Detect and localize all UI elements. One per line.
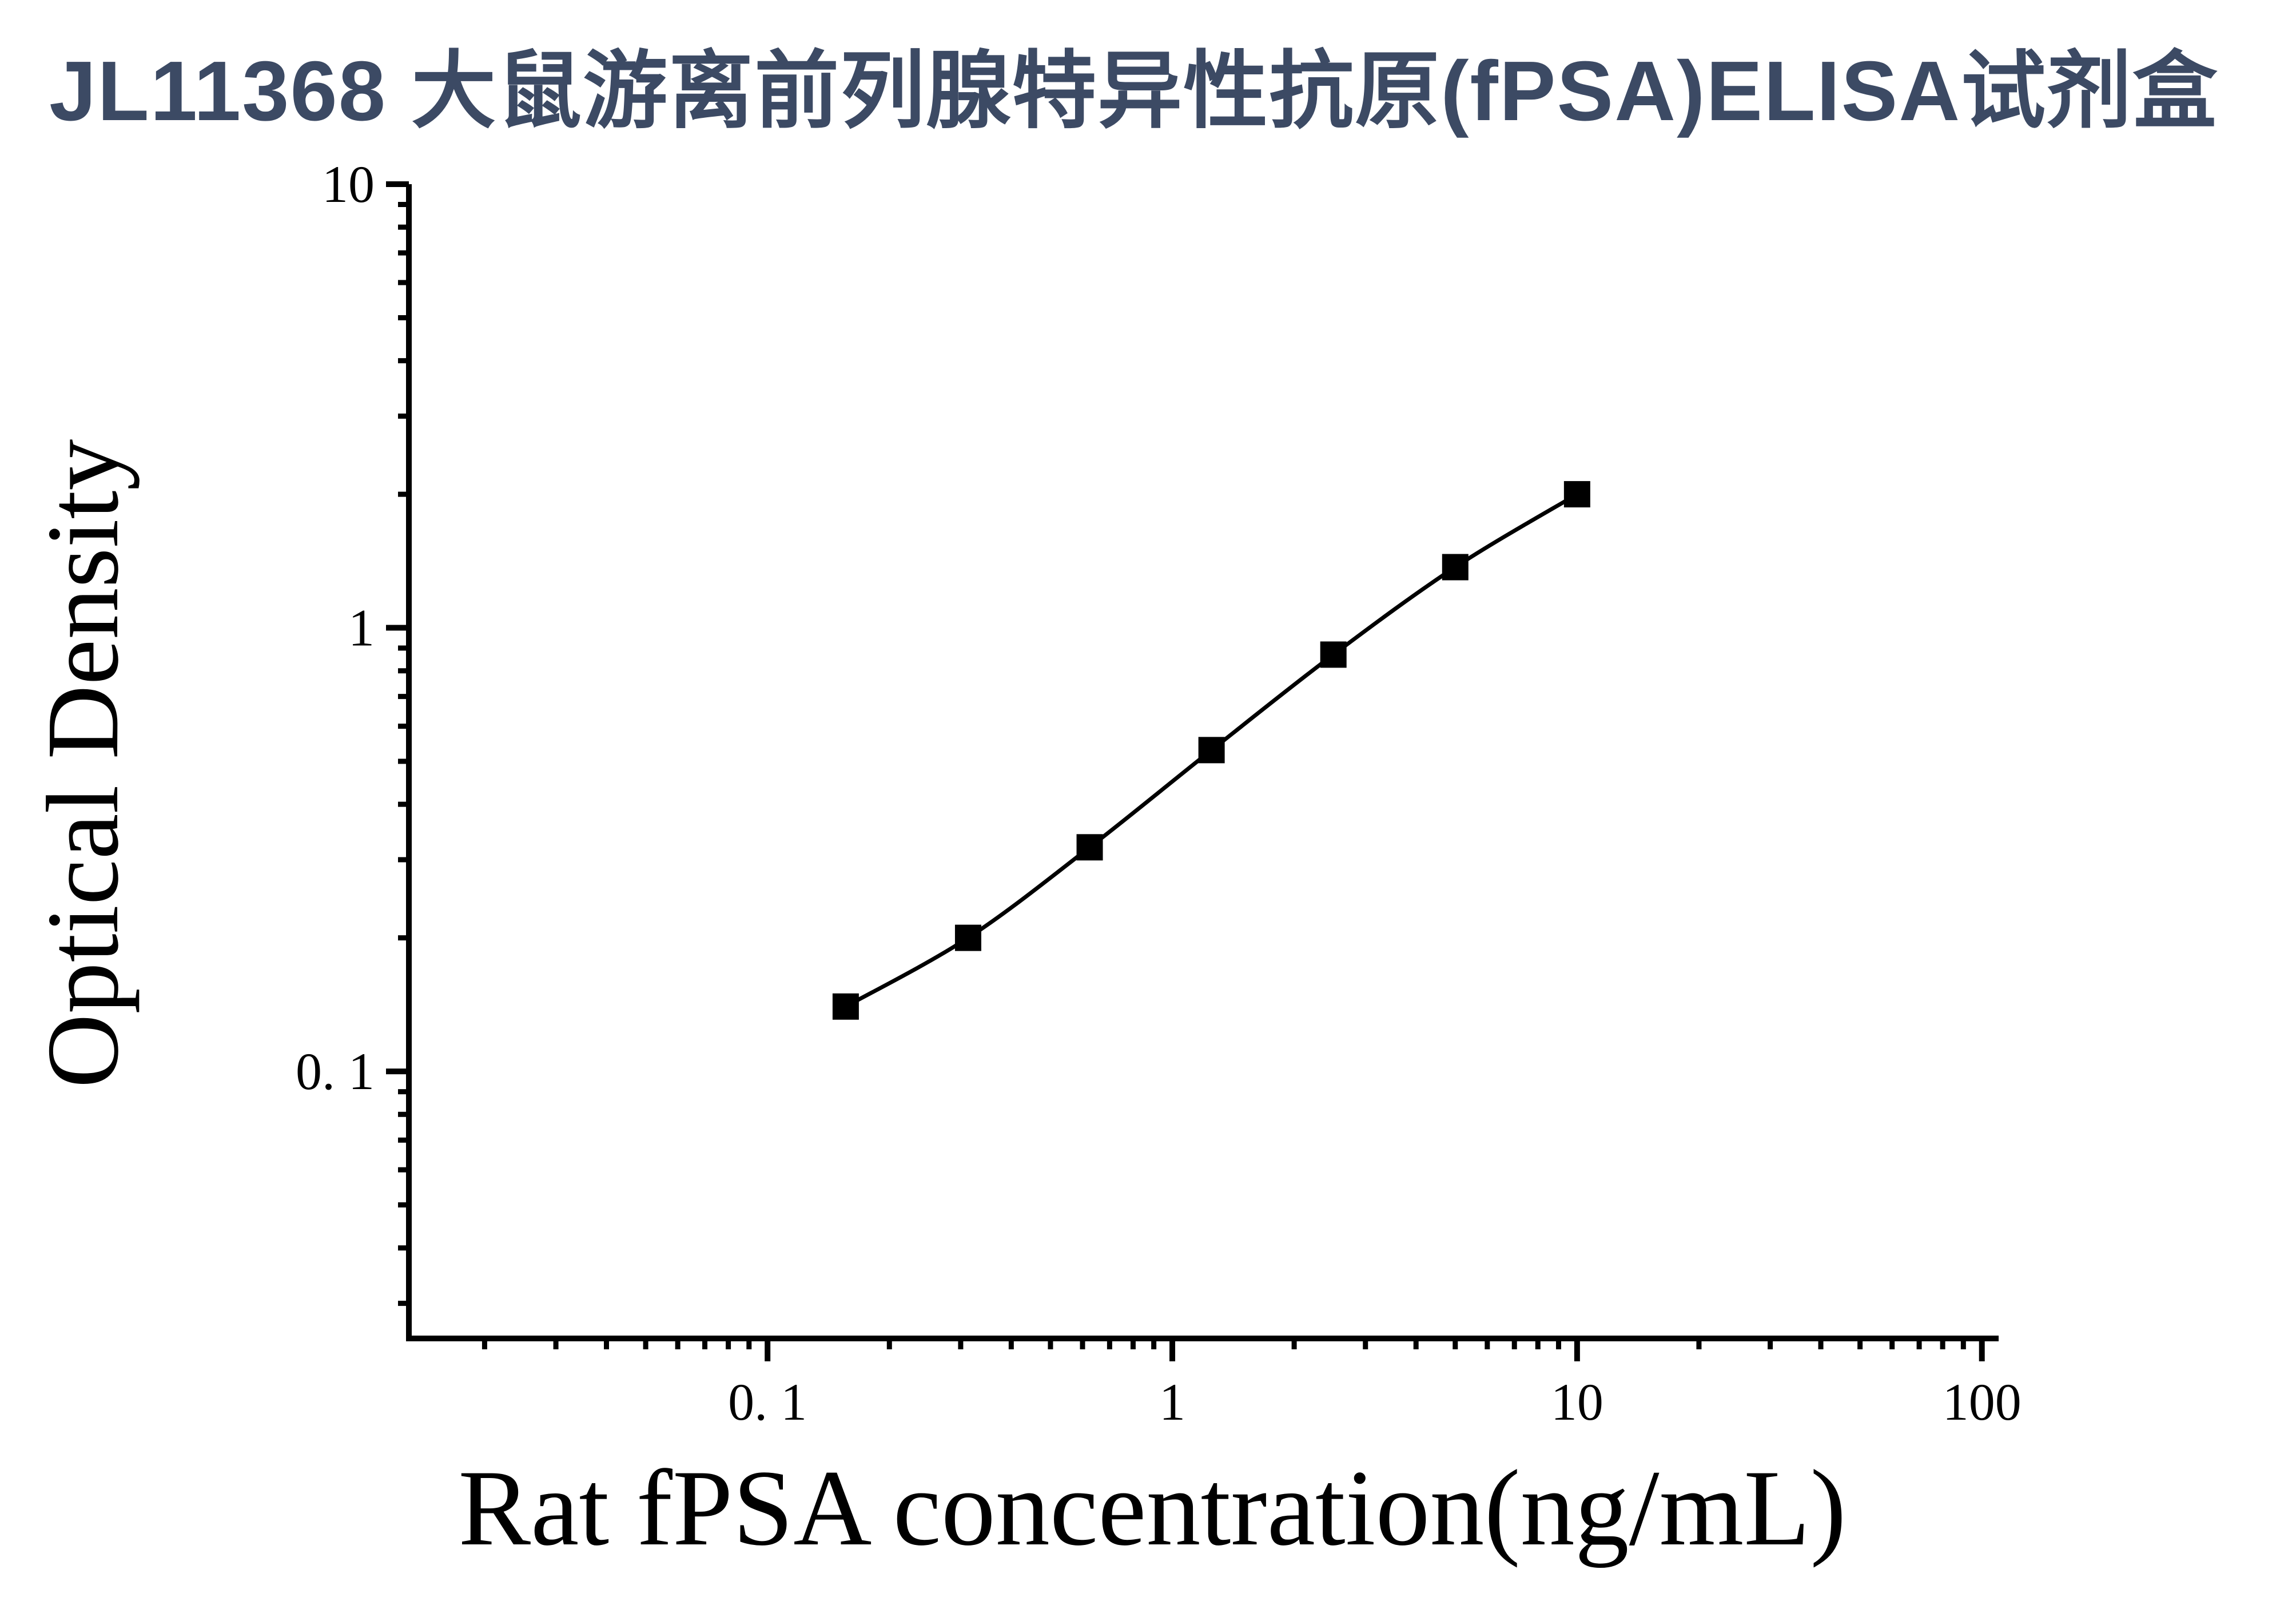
y-axis-title: Optical Density — [26, 439, 140, 1088]
x-axis-title: Rat fPSA concentration(ng/mL) — [458, 1448, 1846, 1568]
data-point-marker — [954, 924, 981, 951]
data-point-marker — [1442, 554, 1469, 581]
y-axis-tick-label: 10 — [322, 155, 375, 213]
x-axis-tick-label: 10 — [1551, 1373, 1603, 1431]
x-axis-tick-label: 100 — [1943, 1373, 2022, 1431]
page-title: JL11368 大鼠游离前列腺特异性抗原(fPSA)ELISA试剂盒 — [49, 44, 2219, 138]
data-point-marker — [832, 993, 859, 1020]
data-point-marker — [1076, 834, 1103, 861]
x-axis-tick-label: 0. 1 — [728, 1373, 807, 1431]
x-axis-tick-label: 1 — [1159, 1373, 1185, 1431]
data-point-marker — [1320, 641, 1347, 668]
data-point-marker — [1563, 481, 1590, 508]
y-axis-tick-label: 1 — [348, 599, 375, 657]
y-axis-tick-label: 0. 1 — [296, 1042, 375, 1101]
data-point-marker — [1198, 737, 1225, 764]
